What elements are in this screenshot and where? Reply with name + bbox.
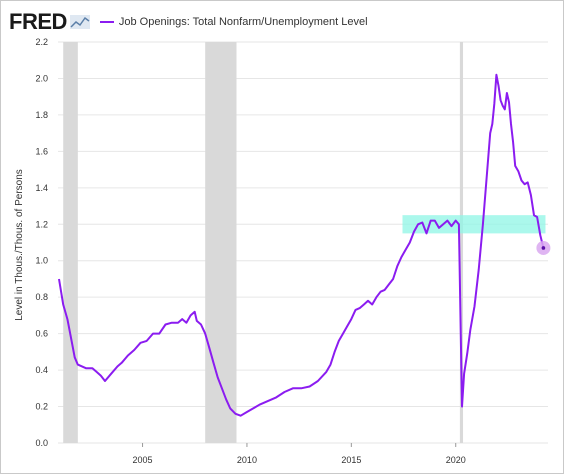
recession-shade (459, 42, 464, 443)
y-tick-layer: 0.0 0.2 0.4 0.6 0.8 1.0 1.2 1.4 1.6 1.8 2.0 2.2 (35, 37, 48, 448)
recession-layer (63, 42, 464, 443)
x-tick-layer: 2005 2010 2015 2020 (133, 443, 466, 465)
highlight-band (402, 215, 546, 234)
y-tick-label: 0.8 (35, 292, 48, 302)
fred-line-chart-icon (69, 15, 90, 29)
y-tick-label: 1.8 (35, 110, 48, 120)
series-line (58, 73, 545, 417)
recession-shade (205, 42, 237, 443)
y-tick-label: 1.2 (35, 219, 48, 229)
end-point-marker (541, 246, 546, 250)
recession-shade (63, 42, 78, 443)
x-tick-label: 2020 (446, 455, 466, 465)
y-tick-label: 0.2 (35, 402, 48, 412)
y-tick-label: 0.6 (35, 329, 48, 339)
y-axis-label: Level in Thous./Thous. of Persons (14, 169, 25, 321)
y-tick-label: 2.2 (35, 37, 48, 47)
y-tick-label: 0.4 (35, 365, 48, 375)
fred-logo[interactable]: FRED (9, 9, 67, 34)
y-tick-label: 1.4 (35, 183, 48, 193)
highlight-band-layer (402, 215, 546, 234)
x-tick-label: 2015 (341, 455, 361, 465)
legend-swatch (99, 21, 114, 23)
chart-header: FRED Job Openings: Total Nonfarm/Unemplo… (9, 9, 549, 35)
y-tick-label: 1.0 (35, 256, 48, 266)
series-layer (58, 73, 551, 417)
y-tick-label: 1.6 (35, 146, 48, 156)
y-tick-label: 0.0 (35, 438, 48, 448)
y-tick-label: 2.0 (35, 73, 48, 83)
x-tick-label: 2010 (237, 455, 257, 465)
legend-label: Job Openings: Total Nonfarm/Unemployment… (118, 16, 368, 28)
x-tick-label: 2005 (133, 455, 153, 465)
grid-layer (58, 41, 548, 444)
